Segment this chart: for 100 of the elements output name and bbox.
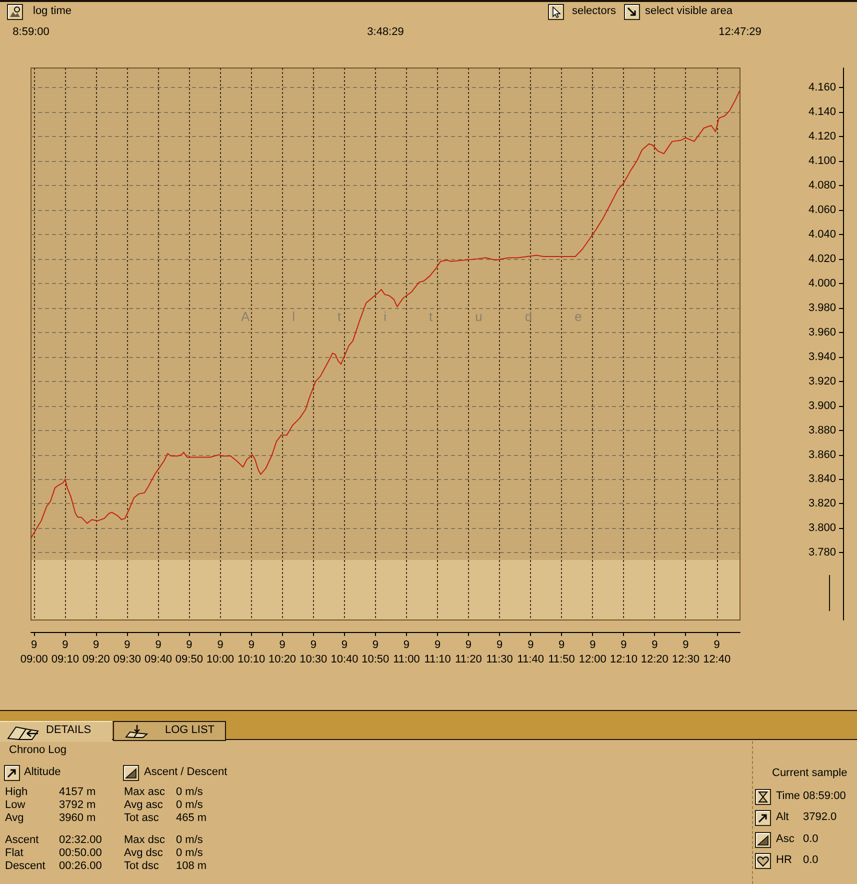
text: 9	[682, 639, 689, 651]
text: Tot asc	[124, 812, 159, 825]
y-tick-label: 4.000	[808, 277, 836, 290]
x-tick-label: 10:00	[206, 654, 234, 666]
text: 3792.0	[803, 811, 837, 824]
text: 9	[341, 639, 348, 651]
x-tick-label: 11:30	[486, 654, 513, 666]
y-tick-label: 3.880	[808, 424, 836, 436]
text: 9	[714, 639, 720, 651]
text: 9	[124, 639, 130, 651]
y-tick-label: 3.960	[808, 326, 836, 338]
text: 9	[310, 639, 316, 651]
text: Chrono Log	[9, 744, 66, 757]
x-tick-label: 09:30	[113, 654, 141, 666]
text: 9	[217, 639, 224, 651]
text: Avg dsc	[124, 847, 163, 860]
x-tick-label: 10:10	[238, 654, 266, 666]
text: 9	[186, 639, 192, 651]
x-tick-label: 11:20	[455, 654, 482, 666]
y-tick-label: 3.860	[808, 448, 836, 461]
x-tick-label: 12:00	[578, 654, 606, 666]
text: High	[5, 786, 28, 799]
text: 02:32.00	[59, 834, 102, 847]
text: Time	[776, 790, 800, 803]
y-tick-label: 3.900	[808, 400, 836, 412]
y-tick-label: 3.980	[808, 302, 836, 314]
text: 9	[558, 639, 565, 651]
text: 9	[434, 639, 441, 651]
text: Descent	[5, 860, 46, 873]
text: 0 m/s	[176, 847, 203, 860]
text: 9	[652, 639, 658, 651]
y-tick-label: 4.060	[808, 204, 836, 216]
x-tick-label: 10:20	[268, 654, 296, 666]
text: DETAILS	[46, 724, 92, 737]
text: 00:50.00	[59, 847, 102, 860]
text: Current sample	[772, 767, 848, 780]
x-tick-label: 12:20	[640, 654, 668, 666]
y-tick-label: 3.920	[808, 375, 836, 388]
text: 9	[248, 639, 254, 651]
x-tick-label: 11:00	[393, 654, 420, 666]
x-tick-label: 09:00	[20, 654, 48, 666]
text: Alt	[776, 811, 789, 824]
text: 9	[496, 639, 503, 651]
y-tick-label: 3.780	[808, 546, 836, 559]
text: Ascent	[5, 834, 39, 847]
text: 3960 m	[59, 812, 96, 825]
text: 0 m/s	[176, 799, 203, 812]
text: Tot dsc	[124, 860, 159, 873]
text: 9	[465, 639, 472, 651]
text: 9	[372, 639, 378, 651]
y-tick-label: 4.160	[808, 82, 836, 94]
x-tick-label: 11:40	[517, 654, 544, 666]
text: 9	[590, 639, 596, 651]
y-tick-label: 4.120	[808, 130, 836, 143]
text: 3792 m	[59, 799, 96, 812]
x-tick-label: 12:30	[672, 654, 700, 666]
text: 9	[155, 639, 162, 651]
text: 12:47:29	[718, 26, 762, 39]
y-tick-label: 4.100	[808, 155, 836, 168]
text: 465 m	[176, 812, 207, 825]
text: 9	[279, 639, 286, 651]
text: 9	[620, 639, 627, 651]
x-tick-label: 10:30	[300, 654, 328, 666]
x-tick-label: 11:50	[548, 654, 575, 666]
x-tick-label: 12:10	[610, 654, 638, 666]
x-tick-label: 09:50	[175, 654, 203, 666]
text: 4157 m	[59, 786, 96, 799]
text: 8:59:00	[12, 26, 50, 39]
text: 9	[528, 639, 534, 651]
text: 08:59:00	[803, 790, 846, 803]
text: 0.0	[803, 854, 818, 867]
text: 0 m/s	[176, 786, 203, 799]
text: Flat	[5, 847, 24, 860]
text: 9	[62, 639, 68, 651]
text: Asc	[776, 833, 794, 846]
text: 9	[403, 639, 410, 651]
text: 9	[93, 639, 100, 651]
text: 9	[31, 639, 38, 652]
text: 0.0	[803, 833, 818, 846]
text: Altitude	[24, 766, 61, 779]
text: 3:48:29	[367, 26, 404, 39]
x-tick-label: 09:20	[82, 654, 110, 666]
text: Max asc	[124, 786, 165, 799]
y-tick-label: 3.840	[808, 473, 836, 486]
text: Ascent / Descent	[144, 766, 228, 779]
x-tick-label: 09:40	[144, 654, 172, 666]
x-tick-label: 12:40	[703, 654, 731, 666]
y-tick-label: 3.940	[808, 350, 836, 363]
text: log time	[33, 5, 72, 18]
text: 00:26.00	[59, 860, 102, 873]
text: Max dsc	[124, 834, 165, 847]
x-tick-label: 11:10	[424, 654, 451, 666]
text: 0 m/s	[176, 834, 203, 847]
y-tick-label: 4.040	[808, 228, 836, 240]
y-tick-label: 3.820	[808, 498, 836, 510]
y-tick-label: 3.800	[808, 522, 836, 534]
y-tick-label: 4.080	[808, 180, 836, 192]
x-tick-label: 10:40	[330, 654, 358, 666]
text: LOG LIST	[165, 724, 215, 737]
x-tick-label: 10:50	[362, 654, 390, 666]
